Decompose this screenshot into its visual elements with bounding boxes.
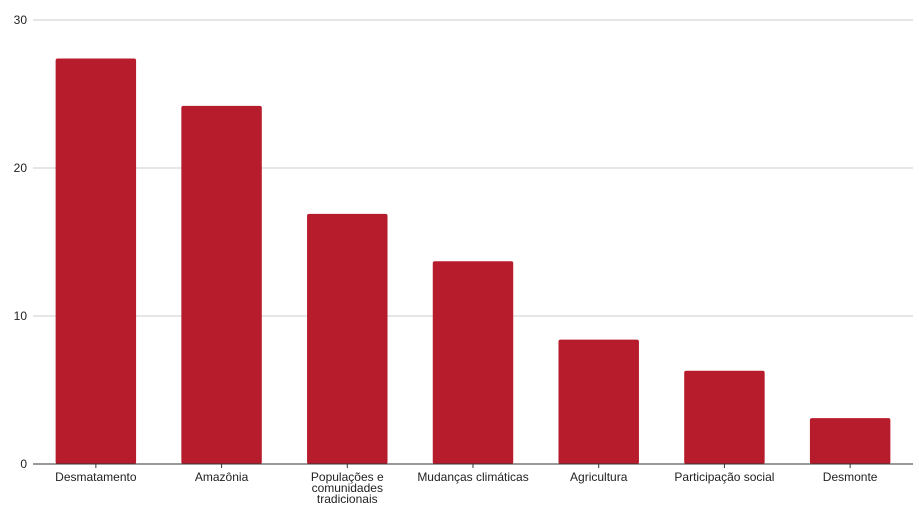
category-label-line: tradicionais	[317, 492, 378, 504]
bar	[307, 213, 388, 464]
category-label-line: Mudanças climáticas	[417, 470, 528, 484]
category-label-line: Agricultura	[570, 470, 628, 484]
category-label-line: Desmatamento	[55, 470, 137, 484]
category-label-line: Participação social	[674, 470, 774, 484]
axes	[33, 463, 913, 468]
category-label: Populações e comunidades tradicionais	[311, 470, 384, 504]
bar	[432, 261, 514, 464]
category-label: Mudanças climáticas	[417, 470, 528, 484]
bar	[181, 105, 262, 464]
bars	[55, 58, 891, 464]
bar	[684, 370, 765, 464]
category-label: Participação social	[674, 470, 774, 484]
category-label-line: Desmonte	[823, 470, 878, 484]
y-tick-label: 30	[14, 13, 28, 27]
category-label: Agricultura	[570, 470, 628, 484]
y-tick-label: 10	[14, 309, 28, 323]
category-label: Desmatamento	[55, 470, 137, 484]
bar	[558, 339, 639, 464]
y-tick-label: 0	[20, 457, 27, 471]
bar	[809, 418, 891, 464]
bar	[55, 58, 137, 464]
category-label-line: comunidades	[312, 481, 383, 495]
y-tick-label: 20	[14, 161, 28, 175]
category-label-line: Amazônia	[195, 470, 249, 484]
category-label-line: Populações e	[311, 470, 384, 484]
category-label: Amazônia	[195, 470, 249, 484]
category-label: Desmonte	[823, 470, 878, 484]
